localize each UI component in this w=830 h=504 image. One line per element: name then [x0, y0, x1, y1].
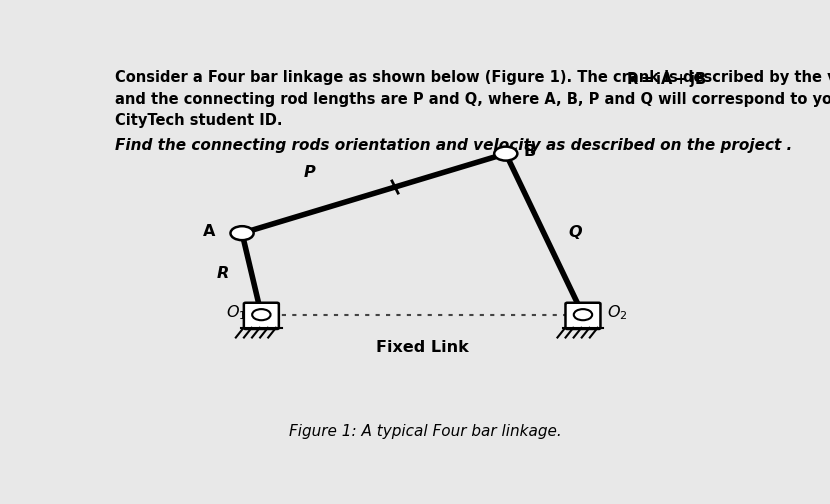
Text: and the connecting rod lengths are P and Q, where A, B, P and Q will correspond : and the connecting rod lengths are P and… [115, 92, 830, 106]
Text: B: B [524, 144, 536, 159]
Text: Figure 1: A typical Four bar linkage.: Figure 1: A typical Four bar linkage. [289, 424, 562, 439]
FancyBboxPatch shape [565, 303, 600, 329]
Text: Consider a Four bar linkage as shown below (Figure 1). The crank is described by: Consider a Four bar linkage as shown bel… [115, 70, 830, 85]
Circle shape [231, 226, 254, 240]
Text: R: R [217, 267, 229, 281]
Text: A: A [203, 224, 215, 239]
Text: $\mathbf{R = iA + jB}$: $\mathbf{R = iA + jB}$ [626, 70, 706, 89]
Circle shape [494, 147, 517, 161]
Text: Q: Q [569, 225, 583, 240]
Text: P: P [304, 164, 315, 179]
Text: Find the connecting rods orientation and velocity as described on the project .: Find the connecting rods orientation and… [115, 138, 793, 153]
Circle shape [252, 309, 271, 320]
Circle shape [574, 309, 592, 320]
FancyBboxPatch shape [244, 303, 279, 329]
Text: $O_1$: $O_1$ [226, 303, 247, 322]
Text: Fixed Link: Fixed Link [376, 340, 468, 355]
Text: CityTech student ID.: CityTech student ID. [115, 113, 283, 128]
Text: $O_2$: $O_2$ [608, 303, 628, 322]
